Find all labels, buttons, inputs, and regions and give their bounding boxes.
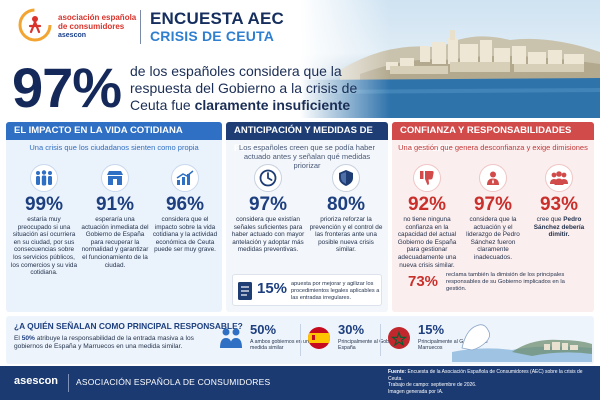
confidence-desc-3-part2: Pedro Sánchez debería dimitir. [533,216,585,239]
anticipation-bottom-value: 15% [257,280,288,297]
band-item-morocco: 15% Principalmente al Gobierno de Marrue… [386,322,488,360]
thumbs-down-icon [413,164,441,192]
panel-confidence: CONFIANZA Y RESPONSABILIDADES POLÍTICAS … [392,122,594,312]
anticipation-desc-2: prioriza reforzar la prevención y el con… [309,216,383,254]
anticipation-desc-1: considera que existían señales suficient… [231,216,305,254]
anticipation-value-1: 97% [248,194,288,215]
band-question: ¿A QUIÉN SEÑALAN COMO PRINCIPAL RESPONSA… [14,321,243,331]
impact-value-3: 96% [165,194,205,215]
panel-impact: EL IMPACTO EN LA VIDA COTIDIANA Una cris… [6,122,222,312]
confidence-desc-3: cree que Pedro Sánchez debería dimitir. [526,216,592,239]
impact-value-2: 91% [95,194,135,215]
confidence-value-2: 97% [473,194,513,215]
anticipation-stat-2: 80% prioriza reforzar la prevención y el… [308,164,384,254]
title-line2: CRISIS DE CEUTA [150,28,275,44]
anticipation-bottom-desc: apuesta por mejorar y agilizar los proce… [291,281,380,301]
footer: asescon ASOCIACIÓN ESPAÑOLA DE CONSUMIDO… [0,366,600,400]
band-desc-3: Principalmente al Gobierno de Marruecos [418,339,488,352]
panel-anticipation-subtitle: Los españoles creen que se podía haber a… [239,143,375,170]
band-separator [300,324,301,356]
band-text-post: atribuye la responsabilidad de la entrad… [14,335,194,350]
chart-icon [171,164,199,192]
spain-flag-icon [308,327,330,349]
family-icon [30,164,58,192]
shop-icon [101,164,129,192]
confidence-desc-1: no tiene ninguna confianza en la capacid… [397,216,457,269]
footer-divider [68,374,69,392]
panel-impact-title: EL IMPACTO EN LA VIDA COTIDIANA [6,122,222,140]
impact-value-1: 99% [24,194,64,215]
confidence-bottom: 73% reclama también la dimisión de los p… [398,267,588,305]
footer-source-text: Encuesta de la Asociación Española de Co… [388,369,583,382]
band-value-2: 30% [338,322,365,337]
panel-impact-subtitle: Una crisis que los ciudadanos sienten co… [29,143,199,152]
ceuta-map-image [452,324,592,362]
band-text-pre: El [14,335,22,342]
band-separator [380,324,381,356]
impact-stat-2: 91% esperaría una actuación inmediata de… [81,164,149,269]
footer-source: Fuente: Encuesta de la Asociación Españo… [388,369,594,395]
document-icon [238,282,252,300]
panel-confidence-subtitle: Una gestión que genera desconfianza y ex… [398,143,588,152]
impact-stat-1: 99% estaría muy preocupado si una situac… [10,164,78,277]
footer-fieldwork: Trabajo de campo: septiembre de 2026. [388,382,477,389]
confidence-stat-1: 92% no tiene ninguna confianza en la cap… [394,164,460,269]
panel-anticipation-title: ANTICIPACIÓN Y MEDIDAS DE FUTURO [226,122,388,154]
confidence-stat-3: 93% cree que Pedro Sánchez debería dimit… [526,164,592,239]
morocco-flag-icon [388,327,410,349]
org-name: asociación española de consumidores [58,13,137,31]
footer-brand: asescon [14,375,59,387]
hero-text: de los españoles considera que la respue… [130,63,390,114]
footer-org: ASOCIACIÓN ESPAÑOLA DE CONSUMIDORES [76,377,271,387]
panel-confidence-title: CONFIANZA Y RESPONSABILIDADES POLÍTICAS [392,122,594,154]
band-item-spain: 30% Principalmente al Gobierno de España [306,322,408,360]
hero-text-part1: de los españoles considera que la respue… [130,63,358,113]
band-value-1: 50% [250,322,277,337]
band-item-both: 50% A ambos gobiernos en una medida simi… [218,322,312,360]
band-desc-2: Principalmente al Gobierno de España [338,339,408,352]
hero-percent: 97% [12,56,122,119]
panel-anticipation: ANTICIPACIÓN Y MEDIDAS DE FUTURO Los esp… [226,122,388,312]
anticipation-bottom: 15% apuesta por mejorar y agilizar los p… [232,274,382,306]
ceuta-photo [300,0,600,118]
footer-source-label: Fuente: [388,369,407,375]
confidence-value-3: 93% [539,194,579,215]
header-divider [140,10,141,44]
logo-icon [18,8,52,42]
impact-desc-3: considera que el impacto sobre la vida c… [152,216,218,254]
responsibility-band: ¿A QUIÉN SEÑALAN COMO PRINCIPAL RESPONSA… [6,316,594,364]
band-value-3: 15% [418,322,445,337]
confidence-bottom-value: 73% [408,273,439,290]
confidence-desc-2: considera que la actuación y el liderazg… [466,216,520,261]
leader-icon [479,164,507,192]
title-line1: ENCUESTA AEC [150,9,285,28]
impact-stat-3: 96% considera que el impacto sobre la vi… [152,164,218,254]
group-icon [545,164,573,192]
anticipation-stat-1: 97% considera que existían señales sufic… [230,164,306,254]
band-desc-1: A ambos gobiernos en una medida similar [250,339,312,352]
confidence-desc-3-part1: cree que [536,216,564,223]
org-sub: asescon [58,32,87,39]
hero-text-part2: claramente insuficiente [194,97,351,113]
impact-desc-2: esperaría una actuación inmediata del Go… [81,216,149,269]
anticipation-value-2: 80% [326,194,366,215]
impact-desc-1: estaría muy preocupado si una situación … [10,216,78,277]
people-icon [220,328,242,348]
confidence-value-1: 92% [407,194,447,215]
band-text-bold: 50% [21,335,35,342]
footer-image-note: Imagen generada por IA. [388,388,444,395]
clock-icon [254,164,282,192]
ceuta-skyline-image [300,0,600,118]
shield-icon [332,164,360,192]
confidence-bottom-desc: reclama también la dimisión de los princ… [446,272,565,292]
confidence-stat-2: 97% considera que la actuación y el lide… [460,164,526,262]
band-text: El 50% atribuye la responsabilidad de la… [14,335,214,351]
